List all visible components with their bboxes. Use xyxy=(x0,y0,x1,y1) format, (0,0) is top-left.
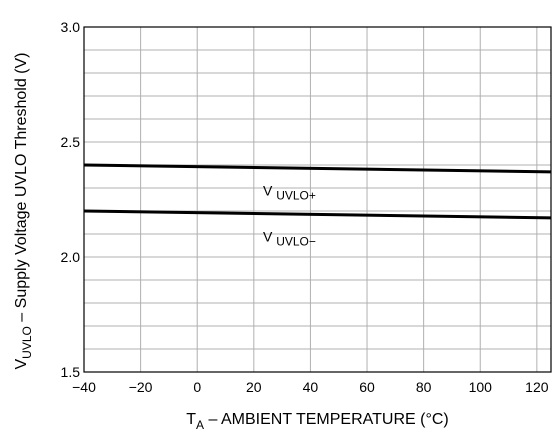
x-tick-label: 20 xyxy=(246,379,262,395)
x-axis-title-main: T xyxy=(186,411,196,428)
x-tick-label: −40 xyxy=(72,379,96,395)
x-tick-label: 0 xyxy=(193,379,201,395)
series-label-uvlo-plus: V UVLO+ xyxy=(263,183,316,203)
x-axis-title-subscript: A xyxy=(196,418,204,432)
x-tick-label: 100 xyxy=(469,379,493,395)
x-tick-labels: −40 −20 0 20 40 60 80 100 120 xyxy=(72,379,549,395)
series-group xyxy=(83,163,552,220)
grid-lines xyxy=(84,27,551,372)
y-tick-label: 1.5 xyxy=(61,364,81,380)
series-label-uvlo-minus: V UVLO− xyxy=(263,229,316,249)
x-tick-label: 40 xyxy=(303,379,319,395)
x-axis-title: TA – AMBIENT TEMPERATURE (°C) xyxy=(186,411,448,432)
y-tick-label: 3.0 xyxy=(61,19,81,35)
y-tick-label: 2.0 xyxy=(61,249,81,265)
series-line-uvlo-minus xyxy=(83,209,552,220)
plot-frame xyxy=(83,26,552,373)
x-tick-label: 80 xyxy=(416,379,432,395)
x-tick-label: 60 xyxy=(359,379,375,395)
y-axis-title: VUVLO – Supply Voltage UVLO Threshold (V… xyxy=(13,53,34,370)
x-tick-label: −20 xyxy=(129,379,153,395)
y-axis-title-main: V xyxy=(13,359,30,370)
x-axis-title-rest: – AMBIENT TEMPERATURE (°C) xyxy=(204,411,449,428)
x-tick-label: 120 xyxy=(525,379,549,395)
y-tick-labels: 1.5 2.0 2.5 3.0 xyxy=(61,19,81,380)
series-labels: V UVLO+ V UVLO− xyxy=(263,183,316,249)
y-axis-title-rest: – Supply Voltage UVLO Threshold (V) xyxy=(13,53,30,327)
series-line-uvlo-plus xyxy=(83,163,552,174)
y-tick-label: 2.5 xyxy=(61,134,81,150)
y-axis-title-subscript: UVLO xyxy=(20,326,34,359)
